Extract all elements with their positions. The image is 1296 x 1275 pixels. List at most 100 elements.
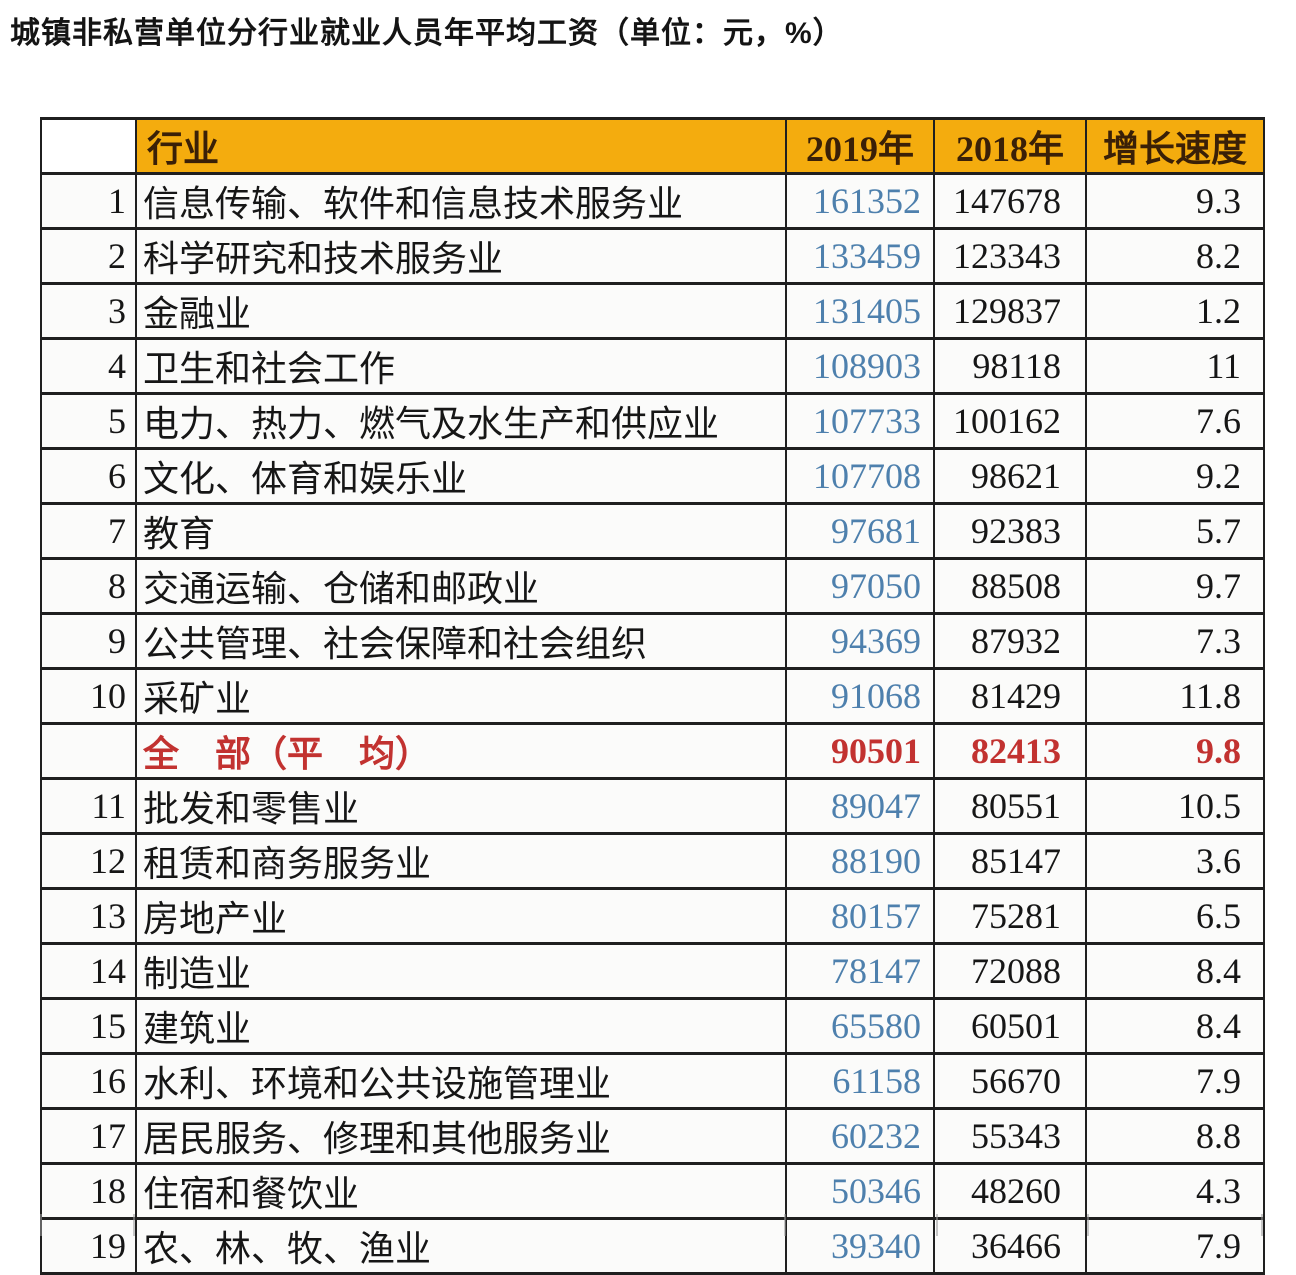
table-row: 13 房地产业 80157 75281 6.5: [40, 887, 1265, 945]
growth-cell: 9.3: [1085, 172, 1265, 230]
value-2018-cell: 98118: [933, 337, 1087, 395]
rank-cell: 12: [40, 832, 137, 890]
table-row: 7 教育 97681 92383 5.7: [40, 502, 1265, 560]
table-row: 14 制造业 78147 72088 8.4: [40, 942, 1265, 1000]
value-2019-cell: 39340: [785, 1217, 935, 1275]
value-2019-cell: 78147: [785, 942, 935, 1000]
rank-cell: 17: [40, 1107, 137, 1165]
value-2019-cell: 90501: [785, 722, 935, 780]
table-row: 18 住宿和餐饮业 50346 48260 4.3: [40, 1162, 1265, 1220]
value-2019-cell: 91068: [785, 667, 935, 725]
industry-cell: 居民服务、修理和其他服务业: [135, 1107, 787, 1165]
value-2018-cell: 60501: [933, 997, 1087, 1055]
value-2019-cell: 131405: [785, 282, 935, 340]
value-2018-cell: 56670: [933, 1052, 1087, 1110]
wage-table: 行业 2019年 2018年 增长速度 1 信息传输、软件和信息技术服务业 16…: [40, 117, 1265, 1275]
growth-cell: 8.2: [1085, 227, 1265, 285]
industry-cell: 批发和零售业: [135, 777, 787, 835]
growth-cell: 3.6: [1085, 832, 1265, 890]
header-2018-cell: 2018年: [933, 117, 1087, 175]
rank-cell: 3: [40, 282, 137, 340]
value-2019-cell: 65580: [785, 997, 935, 1055]
value-2019-cell: 97681: [785, 502, 935, 560]
growth-cell: 7.3: [1085, 612, 1265, 670]
growth-cell: 11: [1085, 337, 1265, 395]
industry-cell: 房地产业: [135, 887, 787, 945]
value-2018-cell: 85147: [933, 832, 1087, 890]
industry-cell: 全 部（平 均）: [135, 722, 787, 780]
table-row: 8 交通运输、仓储和邮政业 97050 88508 9.7: [40, 557, 1265, 615]
value-2018-cell: 55343: [933, 1107, 1087, 1165]
table-row: 11 批发和零售业 89047 80551 10.5: [40, 777, 1265, 835]
value-2019-cell: 97050: [785, 557, 935, 615]
industry-cell: 文化、体育和娱乐业: [135, 447, 787, 505]
table-row: 6 文化、体育和娱乐业 107708 98621 9.2: [40, 447, 1265, 505]
rank-cell: 18: [40, 1162, 137, 1220]
table-continuation-line: [936, 1214, 938, 1236]
industry-cell: 建筑业: [135, 997, 787, 1055]
value-2019-cell: 88190: [785, 832, 935, 890]
table-continuation-line: [40, 1214, 42, 1236]
rank-cell: 19: [40, 1217, 137, 1275]
value-2018-cell: 48260: [933, 1162, 1087, 1220]
table-row: 3 金融业 131405 129837 1.2: [40, 282, 1265, 340]
table-body: 1 信息传输、软件和信息技术服务业 161352 147678 9.3 2 科学…: [40, 172, 1265, 1275]
header-growth-cell: 增长速度: [1085, 117, 1265, 175]
rank-cell: 13: [40, 887, 137, 945]
industry-cell: 金融业: [135, 282, 787, 340]
value-2018-cell: 123343: [933, 227, 1087, 285]
industry-cell: 科学研究和技术服务业: [135, 227, 787, 285]
value-2019-cell: 107708: [785, 447, 935, 505]
rank-cell: 16: [40, 1052, 137, 1110]
table-header: 行业 2019年 2018年 增长速度: [40, 117, 1265, 175]
industry-cell: 采矿业: [135, 667, 787, 725]
growth-cell: 6.5: [1085, 887, 1265, 945]
growth-cell: 8.4: [1085, 942, 1265, 1000]
industry-cell: 信息传输、软件和信息技术服务业: [135, 172, 787, 230]
table-row: 1 信息传输、软件和信息技术服务业 161352 147678 9.3: [40, 172, 1265, 230]
page-title: 城镇非私营单位分行业就业人员年平均工资（单位：元，%）: [10, 17, 844, 50]
value-2018-cell: 92383: [933, 502, 1087, 560]
rank-cell: [40, 722, 137, 780]
value-2018-cell: 147678: [933, 172, 1087, 230]
value-2018-cell: 81429: [933, 667, 1087, 725]
value-2018-cell: 87932: [933, 612, 1087, 670]
header-row: 行业 2019年 2018年 增长速度: [40, 117, 1265, 175]
industry-cell: 卫生和社会工作: [135, 337, 787, 395]
rank-cell: 15: [40, 997, 137, 1055]
header-industry-cell: 行业: [135, 117, 787, 175]
table-row: 17 居民服务、修理和其他服务业 60232 55343 8.8: [40, 1107, 1265, 1165]
value-2018-cell: 36466: [933, 1217, 1087, 1275]
growth-cell: 9.2: [1085, 447, 1265, 505]
value-2018-cell: 88508: [933, 557, 1087, 615]
growth-cell: 7.9: [1085, 1217, 1265, 1275]
rank-cell: 8: [40, 557, 137, 615]
growth-cell: 4.3: [1085, 1162, 1265, 1220]
value-2019-cell: 108903: [785, 337, 935, 395]
value-2018-cell: 80551: [933, 777, 1087, 835]
table-row: 12 租赁和商务服务业 88190 85147 3.6: [40, 832, 1265, 890]
table-continuation-line: [133, 1214, 135, 1236]
value-2019-cell: 133459: [785, 227, 935, 285]
rank-cell: 7: [40, 502, 137, 560]
value-2018-cell: 75281: [933, 887, 1087, 945]
table-row: 4 卫生和社会工作 108903 98118 11: [40, 337, 1265, 395]
table-row-average: 全 部（平 均） 90501 82413 9.8: [40, 722, 1265, 780]
rank-cell: 6: [40, 447, 137, 505]
growth-cell: 1.2: [1085, 282, 1265, 340]
table-row: 5 电力、热力、燃气及水生产和供应业 107733 100162 7.6: [40, 392, 1265, 450]
rank-cell: 1: [40, 172, 137, 230]
industry-cell: 电力、热力、燃气及水生产和供应业: [135, 392, 787, 450]
value-2019-cell: 80157: [785, 887, 935, 945]
value-2019-cell: 94369: [785, 612, 935, 670]
value-2019-cell: 61158: [785, 1052, 935, 1110]
growth-cell: 8.8: [1085, 1107, 1265, 1165]
value-2019-cell: 89047: [785, 777, 935, 835]
rank-cell: 2: [40, 227, 137, 285]
rank-cell: 9: [40, 612, 137, 670]
industry-cell: 教育: [135, 502, 787, 560]
rank-cell: 5: [40, 392, 137, 450]
growth-cell: 10.5: [1085, 777, 1265, 835]
table-row: 19 农、林、牧、渔业 39340 36466 7.9: [40, 1217, 1265, 1275]
rank-cell: 11: [40, 777, 137, 835]
